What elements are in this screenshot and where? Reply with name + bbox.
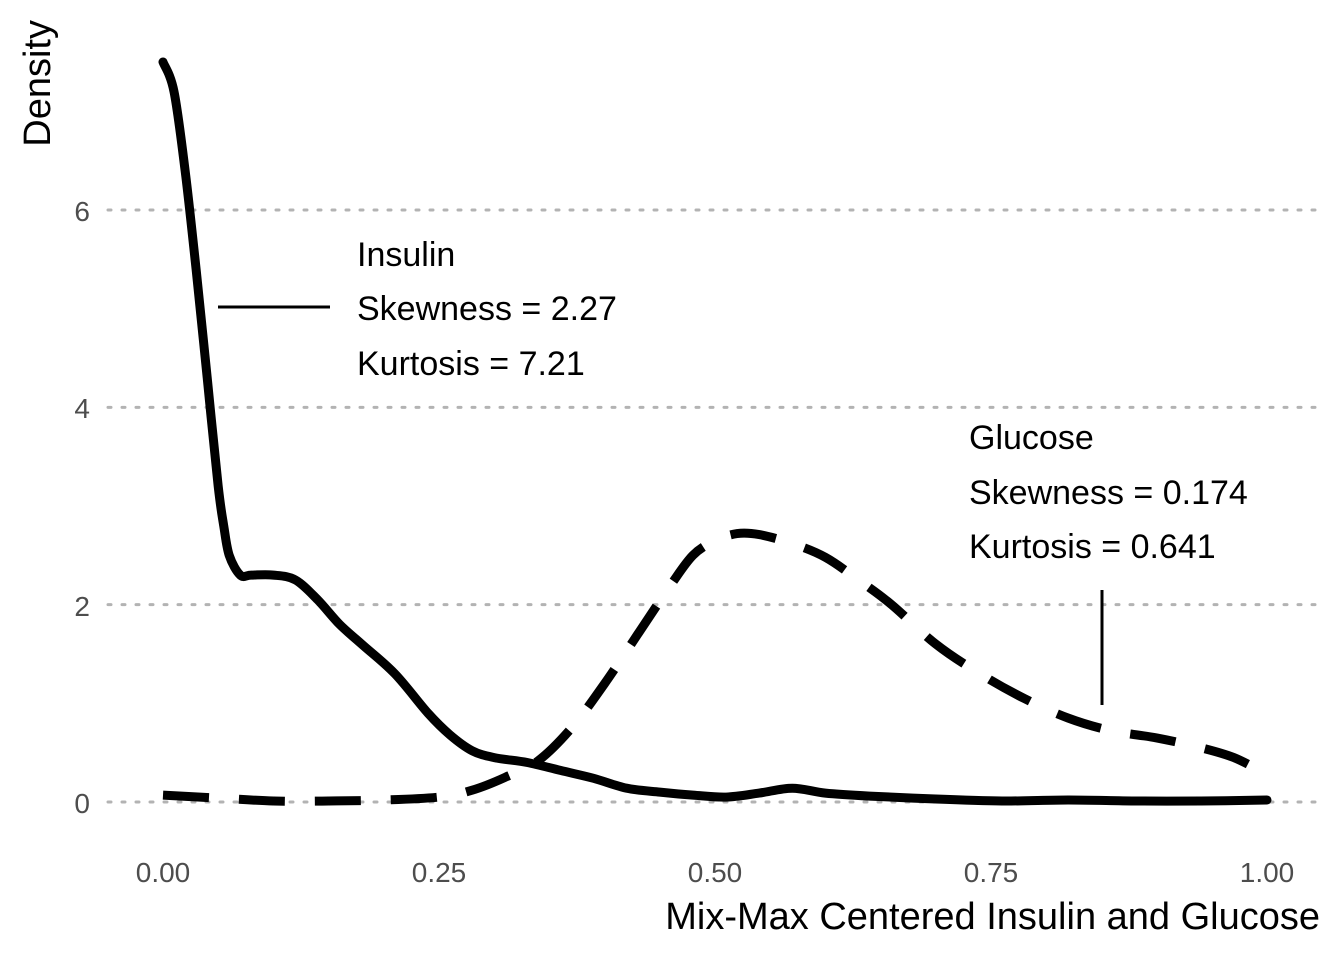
glucose-skewness-label: Skewness = 0.174	[969, 474, 1248, 512]
y-tick-label-2: 2	[74, 591, 90, 622]
x-tick-label-0-75: 0.75	[964, 857, 1019, 888]
x-axis-title: Mix-Max Centered Insulin and Glucose	[665, 896, 1320, 938]
insulin-annotation: Insulin Skewness = 2.27 Kurtosis = 7.21	[218, 236, 617, 383]
glucose-kurtosis-label: Kurtosis = 0.641	[969, 528, 1216, 566]
y-tick-label-4: 4	[74, 393, 90, 424]
insulin-skewness-label: Skewness = 2.27	[357, 290, 617, 328]
series-line-insulin	[158, 57, 1272, 806]
x-tick-labels: 0.00 0.25 0.50 0.75 1.00	[136, 857, 1295, 888]
y-axis-title: Density	[17, 20, 59, 147]
y-tick-labels: 0 2 4 6	[74, 196, 90, 819]
glucose-annotation: Glucose Skewness = 0.174 Kurtosis = 0.64…	[969, 419, 1248, 705]
x-tick-label-0-00: 0.00	[136, 857, 191, 888]
insulin-kurtosis-label: Kurtosis = 7.21	[357, 345, 585, 383]
series-lines	[158, 57, 1272, 806]
x-tick-label-0-50: 0.50	[688, 857, 743, 888]
series-line-glucose	[162, 528, 1270, 806]
y-tick-label-6: 6	[74, 196, 90, 227]
y-tick-label-0: 0	[74, 788, 90, 819]
x-tick-label-1-00: 1.00	[1240, 857, 1295, 888]
glucose-annotation-title: Glucose	[969, 419, 1094, 457]
x-tick-label-0-25: 0.25	[412, 857, 467, 888]
insulin-annotation-title: Insulin	[357, 236, 455, 274]
